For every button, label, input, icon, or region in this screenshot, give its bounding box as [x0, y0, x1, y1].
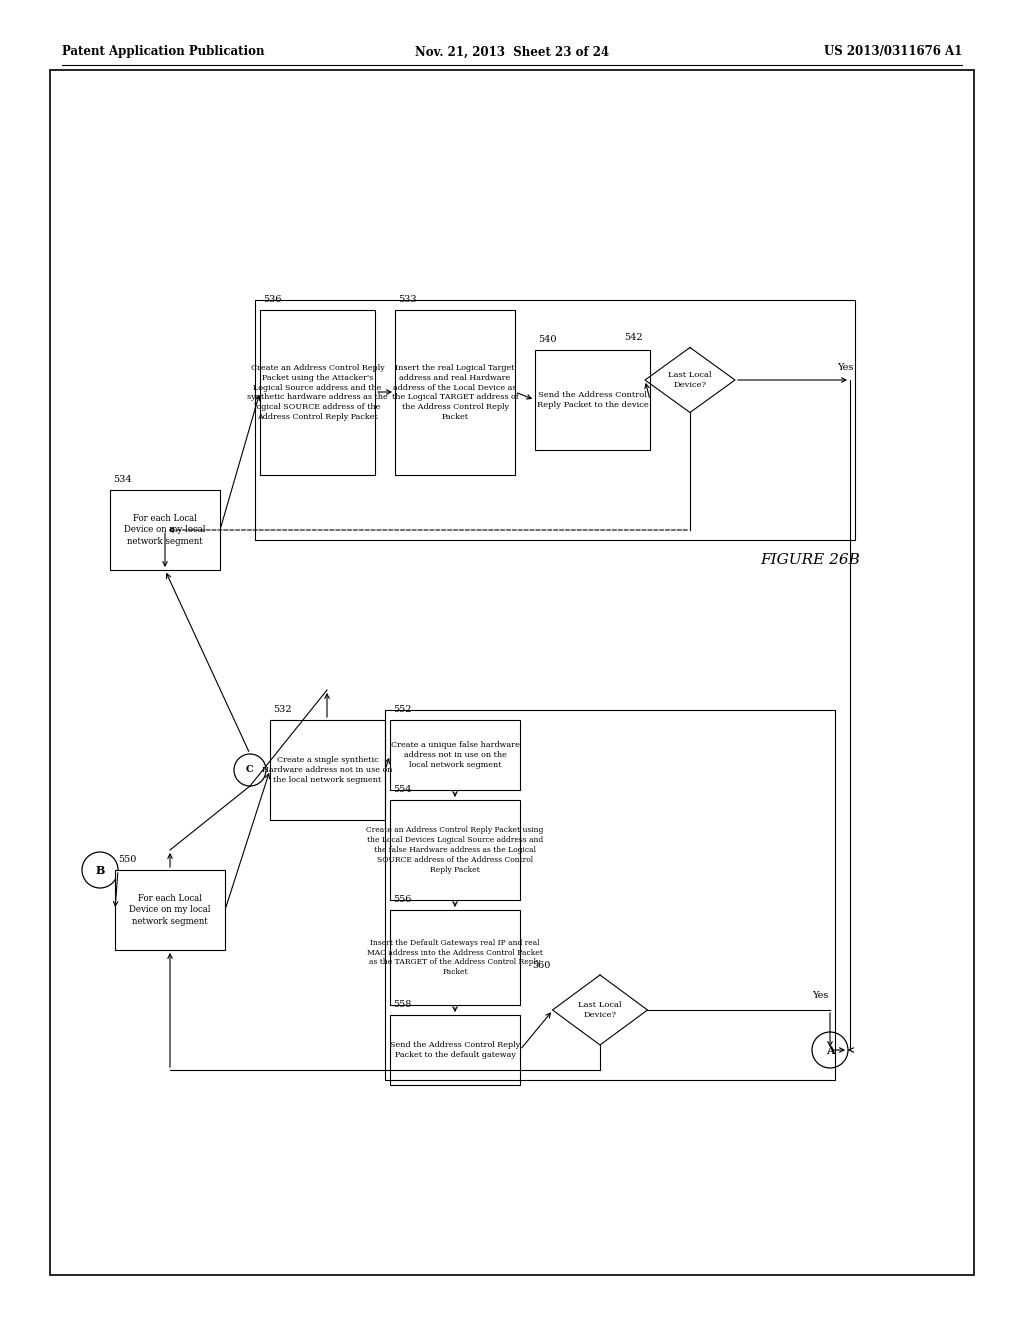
Bar: [390, 719, 520, 789]
Text: A: A: [825, 1044, 835, 1056]
Text: 542: 542: [625, 334, 643, 342]
Bar: [385, 710, 835, 1080]
Text: 560: 560: [532, 961, 551, 970]
Text: Create an Address Control Reply
Packet using the Attacker's
Logical Source addre: Create an Address Control Reply Packet u…: [247, 364, 388, 421]
Bar: [390, 800, 520, 900]
Text: Yes: Yes: [837, 363, 853, 372]
Bar: [390, 1015, 520, 1085]
Text: US 2013/0311676 A1: US 2013/0311676 A1: [823, 45, 962, 58]
Text: 540: 540: [538, 335, 556, 345]
Text: 558: 558: [393, 1001, 412, 1008]
Text: Nov. 21, 2013  Sheet 23 of 24: Nov. 21, 2013 Sheet 23 of 24: [415, 45, 609, 58]
Text: Insert the Default Gateways real IP and real
MAC address into the Address Contro: Insert the Default Gateways real IP and …: [367, 939, 543, 977]
Text: 533: 533: [398, 294, 417, 304]
Text: Last Local
Device?: Last Local Device?: [669, 371, 712, 388]
Text: 532: 532: [273, 705, 292, 714]
Bar: [110, 490, 220, 570]
Text: FIGURE 26B: FIGURE 26B: [760, 553, 860, 568]
Bar: [390, 909, 520, 1005]
Text: For each Local
Device on my local
network segment: For each Local Device on my local networ…: [124, 515, 206, 545]
Text: 554: 554: [393, 785, 412, 795]
Text: 534: 534: [113, 475, 132, 484]
Text: B: B: [95, 865, 104, 875]
Bar: [535, 350, 650, 450]
Bar: [260, 310, 375, 475]
Text: Send the Address Control Reply
Packet to the default gateway: Send the Address Control Reply Packet to…: [390, 1041, 520, 1059]
Bar: [395, 310, 515, 475]
Text: Insert the real Logical Target
address and real Hardware
address of the Local De: Insert the real Logical Target address a…: [391, 364, 518, 421]
Text: Last Local
Device?: Last Local Device?: [579, 1002, 622, 1019]
Text: 556: 556: [393, 895, 412, 904]
Bar: [115, 870, 225, 950]
Text: Create a single synthetic
Hardware address not in use on
the local network segme: Create a single synthetic Hardware addre…: [262, 756, 393, 784]
Text: For each Local
Device on my local
network segment: For each Local Device on my local networ…: [129, 895, 211, 925]
Text: 536: 536: [263, 294, 282, 304]
Text: C: C: [246, 766, 254, 775]
Text: Create an Address Control Reply Packet using
the Local Devices Logical Source ad: Create an Address Control Reply Packet u…: [367, 826, 544, 874]
Text: Create a unique false hardware
address not in use on the
local network segment: Create a unique false hardware address n…: [390, 742, 519, 768]
Bar: [255, 300, 855, 540]
Bar: [270, 719, 385, 820]
Text: Patent Application Publication: Patent Application Publication: [62, 45, 264, 58]
Text: Send the Address Control
Reply Packet to the device: Send the Address Control Reply Packet to…: [537, 391, 648, 409]
Text: 552: 552: [393, 705, 412, 714]
Text: 550: 550: [118, 855, 136, 865]
Text: Yes: Yes: [812, 990, 828, 999]
